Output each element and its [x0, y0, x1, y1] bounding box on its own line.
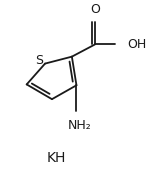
Text: O: O [90, 3, 100, 16]
Text: NH₂: NH₂ [68, 119, 91, 132]
Text: KH: KH [47, 151, 66, 165]
Text: S: S [35, 55, 43, 68]
Text: OH: OH [127, 38, 146, 51]
